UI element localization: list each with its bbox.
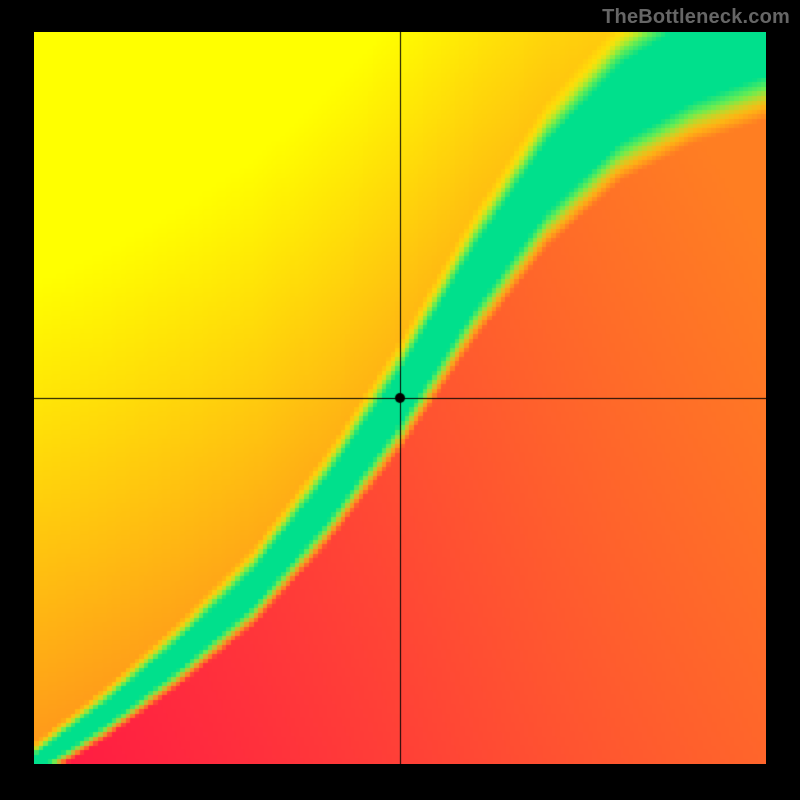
watermark-text: TheBottleneck.com — [602, 6, 790, 29]
heatmap-canvas — [34, 32, 766, 764]
bottleneck-heatmap — [34, 32, 766, 764]
